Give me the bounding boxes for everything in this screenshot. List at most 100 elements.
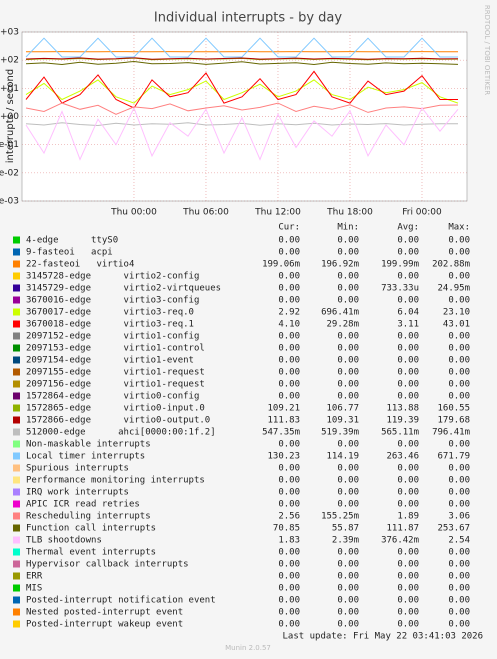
legend-label: 3670016-edge virtio3-config bbox=[26, 296, 199, 306]
legend-stat: 3.11 bbox=[397, 320, 419, 330]
legend-stat: 2.54 bbox=[448, 536, 470, 546]
legend-stat: 0.00 bbox=[278, 392, 300, 402]
legend-stat: 547.35m bbox=[262, 428, 300, 438]
legend-stat: 202.88m bbox=[432, 260, 470, 270]
chart-title: Individual interrupts - by day bbox=[154, 11, 342, 26]
legend-stat: 0.00 bbox=[448, 272, 470, 282]
legend-stat: 199.06m bbox=[262, 260, 300, 270]
legend-swatch bbox=[13, 332, 20, 340]
legend-stat: 0.00 bbox=[397, 620, 419, 630]
legend-label: Posted-interrupt wakeup event bbox=[26, 620, 183, 630]
legend-label: 3670017-edge virtio3-req.0 bbox=[26, 308, 194, 318]
legend-stat: 0.00 bbox=[278, 356, 300, 366]
legend-stat: 0.00 bbox=[448, 356, 470, 366]
legend-swatch bbox=[13, 440, 20, 448]
legend-stat: 796.41m bbox=[432, 428, 470, 438]
legend-label: TLB shootdowns bbox=[26, 536, 102, 546]
legend-label: 1572864-edge virtio0-config bbox=[26, 392, 199, 402]
legend-stat: 0.00 bbox=[448, 392, 470, 402]
legend-stat: 3.06 bbox=[448, 512, 470, 522]
x-tick-label: Thu 12:00 bbox=[254, 208, 301, 218]
version: Munin 2.0.57 bbox=[225, 644, 271, 652]
legend-stat: 0.00 bbox=[337, 500, 359, 510]
legend-label: 2097154-edge virtio1-event bbox=[26, 356, 194, 366]
legend-swatch bbox=[13, 248, 20, 256]
legend-label: 1572866-edge virtio0-output.0 bbox=[26, 416, 210, 426]
legend-swatch bbox=[13, 512, 20, 520]
legend-stat: 0.00 bbox=[397, 488, 419, 498]
legend-stat: 0.00 bbox=[278, 332, 300, 342]
legend-stat: 0.00 bbox=[337, 608, 359, 618]
legend-stat: 0.00 bbox=[337, 560, 359, 570]
legend-stat: 113.88 bbox=[386, 404, 419, 414]
legend-label: Non-maskable interrupts bbox=[26, 440, 151, 450]
series-line bbox=[25, 70, 458, 109]
legend-label: APIC ICR read retries bbox=[26, 500, 140, 510]
legend-stat: 109.31 bbox=[326, 416, 359, 426]
legend-stat: 160.55 bbox=[437, 404, 470, 414]
legend-stat: 0.00 bbox=[397, 248, 419, 258]
y-tick-label: 1e+00 bbox=[0, 112, 19, 122]
legend-stat: 0.00 bbox=[448, 368, 470, 378]
legend-label: ERR bbox=[26, 572, 43, 582]
legend-swatch bbox=[13, 476, 20, 484]
y-tick-label: 1e-03 bbox=[0, 197, 19, 207]
legend-stat: 0.00 bbox=[278, 548, 300, 558]
legend-stat: 0.00 bbox=[397, 296, 419, 306]
legend-stat: 0.00 bbox=[448, 548, 470, 558]
legend-stat: 0.00 bbox=[337, 476, 359, 486]
legend-stat: 0.00 bbox=[337, 380, 359, 390]
legend-label: Rescheduling interrupts bbox=[26, 512, 151, 522]
legend-stat: 0.00 bbox=[337, 296, 359, 306]
y-axis-label: interrupts / second bbox=[5, 69, 16, 163]
legend-label: 2097153-edge virtio1-control bbox=[26, 344, 205, 354]
legend-swatch bbox=[13, 584, 20, 592]
legend-swatch bbox=[13, 260, 20, 268]
legend-stat: 0.00 bbox=[397, 440, 419, 450]
legend-stat: 0.00 bbox=[337, 332, 359, 342]
legend-swatch bbox=[13, 620, 20, 628]
series-line bbox=[25, 122, 458, 127]
legend-stat: 0.00 bbox=[448, 584, 470, 594]
legend-label: Thermal event interrupts bbox=[26, 548, 156, 558]
legend-stat: 565.11m bbox=[381, 428, 419, 438]
x-tick-label: Fri 00:00 bbox=[402, 208, 442, 218]
legend-swatch bbox=[13, 548, 20, 556]
legend-stat: 6.04 bbox=[397, 308, 419, 318]
x-tick-label: Thu 18:00 bbox=[326, 208, 373, 218]
legend-stat: 0.00 bbox=[448, 332, 470, 342]
legend-swatch bbox=[13, 344, 20, 352]
legend-column-header: Min: bbox=[337, 223, 359, 233]
legend-label: 2097155-edge virtio1-request bbox=[26, 368, 205, 378]
legend-stat: 0.00 bbox=[278, 380, 300, 390]
plot-frame bbox=[21, 31, 468, 202]
legend-stat: 199.99m bbox=[381, 260, 419, 270]
legend-stat: 0.00 bbox=[397, 596, 419, 606]
legend-stat: 111.87 bbox=[386, 524, 419, 534]
legend-stat: 0.00 bbox=[448, 476, 470, 486]
legend-stat: 24.95m bbox=[437, 284, 470, 294]
legend-stat: 0.00 bbox=[278, 296, 300, 306]
legend-stat: 1.89 bbox=[397, 512, 419, 522]
legend-swatch bbox=[13, 560, 20, 568]
legend-swatch bbox=[13, 308, 20, 316]
legend-label: 3145728-edge virtio2-config bbox=[26, 272, 199, 282]
legend-stat: 0.00 bbox=[337, 488, 359, 498]
legend-label: Function call interrupts bbox=[26, 524, 156, 534]
y-tick-label: 1e-02 bbox=[0, 168, 19, 178]
legend-swatch bbox=[13, 500, 20, 508]
legend-stat: 0.00 bbox=[448, 620, 470, 630]
legend-stat: 376.42m bbox=[381, 536, 419, 546]
legend-column-header: Avg: bbox=[397, 223, 419, 233]
legend-swatch bbox=[13, 416, 20, 424]
legend-swatch bbox=[13, 524, 20, 532]
legend-swatch bbox=[13, 380, 20, 388]
legend-stat: 4.10 bbox=[278, 320, 300, 330]
legend-stat: 0.00 bbox=[337, 464, 359, 474]
legend-stat: 155.25m bbox=[321, 512, 359, 522]
y-tick-label: 1e+03 bbox=[0, 28, 19, 38]
legend-stat: 696.41m bbox=[321, 308, 359, 318]
legend-stat: 0.00 bbox=[337, 440, 359, 450]
legend-stat: 0.00 bbox=[337, 548, 359, 558]
legend-stat: 196.92m bbox=[321, 260, 359, 270]
